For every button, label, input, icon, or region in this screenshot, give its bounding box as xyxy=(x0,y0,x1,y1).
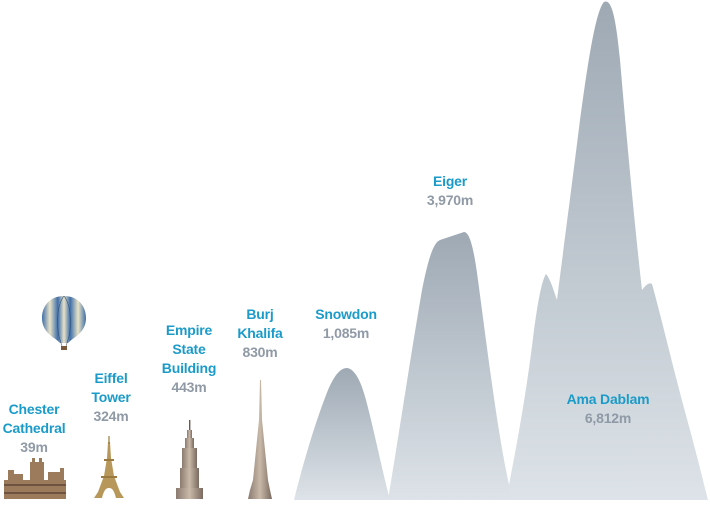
item-name: State xyxy=(172,341,206,357)
item-name: Chester xyxy=(8,401,60,417)
mountain-snowdon xyxy=(294,368,390,500)
mountain-ama-dablam xyxy=(506,1,708,500)
item-height: 3,970m xyxy=(426,192,474,208)
cathedral-icon xyxy=(4,458,66,499)
label-eiger: Eiger 3,970m xyxy=(427,172,473,210)
mountain-eiger xyxy=(388,232,512,500)
burj-khalifa-icon xyxy=(248,380,272,499)
label-eiffel-tower: Eiffel Tower 324m xyxy=(91,369,130,426)
item-height: 1,085m xyxy=(322,325,370,341)
item-name: Eiffel xyxy=(94,370,128,386)
item-height: 830m xyxy=(242,344,278,360)
item-name: Empire xyxy=(165,322,213,338)
label-ama-dablam: Ama Dablam 6,812m xyxy=(567,390,650,428)
item-height: 39m xyxy=(20,439,48,455)
item-name: Eiger xyxy=(432,173,468,189)
item-height: 6,812m xyxy=(584,410,632,426)
label-chester-cathedral: Chester Cathedral 39m xyxy=(3,400,66,457)
item-name: Burj xyxy=(246,306,274,322)
item-name: Snowdon xyxy=(315,306,377,322)
item-name: Building xyxy=(161,360,217,376)
item-height: 443m xyxy=(171,379,207,395)
item-name: Tower xyxy=(91,389,131,405)
item-name: Ama Dablam xyxy=(566,391,650,407)
hot-air-balloon-icon xyxy=(42,295,86,350)
label-empire-state-building: Empire State Building 443m xyxy=(161,321,217,397)
item-height: 324m xyxy=(93,408,129,424)
item-name: Khalifa xyxy=(237,325,283,341)
item-name: Cathedral xyxy=(2,420,66,436)
label-burj-khalifa: Burj Khalifa 830m xyxy=(237,305,282,362)
label-snowdon: Snowdon 1,085m xyxy=(315,305,377,343)
skyscraper-icon xyxy=(176,420,203,499)
eiffel-tower-icon xyxy=(94,436,124,498)
